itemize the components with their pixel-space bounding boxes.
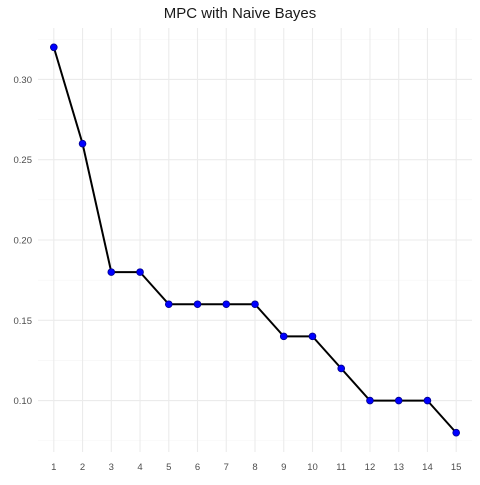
x-tick-label: 13 xyxy=(393,462,404,473)
series-points-layer xyxy=(50,43,460,437)
x-tick-label: 6 xyxy=(195,462,200,473)
data-point xyxy=(423,396,432,405)
x-tick-label: 1 xyxy=(51,462,56,473)
data-point xyxy=(394,396,403,405)
x-tick-label: 9 xyxy=(281,462,286,473)
data-point xyxy=(136,268,144,276)
data-point xyxy=(164,300,173,309)
x-tick-label: 10 xyxy=(307,462,318,473)
data-point xyxy=(279,332,288,341)
x-tick-label: 15 xyxy=(451,462,462,473)
data-point xyxy=(308,332,317,341)
x-tick-label: 7 xyxy=(224,462,229,473)
x-tick-label: 8 xyxy=(252,462,257,473)
x-tick-label: 12 xyxy=(365,462,376,473)
x-tick-label: 2 xyxy=(80,462,85,473)
chart-title: MPC with Naive Bayes xyxy=(163,5,317,22)
x-tick-label: 14 xyxy=(422,462,433,473)
axis-labels: 0.100.150.200.250.301 2 3 4 5 6 7 8 9 10 11 12 13 14 1… xyxy=(14,75,462,473)
data-point xyxy=(50,43,58,52)
data-point xyxy=(107,268,116,276)
x-tick-label: 5 xyxy=(166,462,171,473)
data-point xyxy=(452,428,460,437)
x-tick-label: 11 xyxy=(336,462,346,473)
y-tick-label: 0.10 xyxy=(14,396,33,407)
data-point xyxy=(193,300,202,309)
x-tick-label: 3 xyxy=(109,462,114,473)
grid-layer xyxy=(38,28,472,452)
y-tick-label: 0.20 xyxy=(14,236,33,247)
data-point xyxy=(251,300,259,309)
y-tick-label: 0.15 xyxy=(14,316,33,327)
x-tick-label: 4 xyxy=(137,462,142,473)
y-tick-label: 0.25 xyxy=(14,155,33,166)
data-point xyxy=(78,139,87,148)
data-point xyxy=(337,364,346,373)
y-tick-label: 0.30 xyxy=(14,75,33,86)
data-point xyxy=(366,396,374,405)
data-point xyxy=(222,300,231,309)
